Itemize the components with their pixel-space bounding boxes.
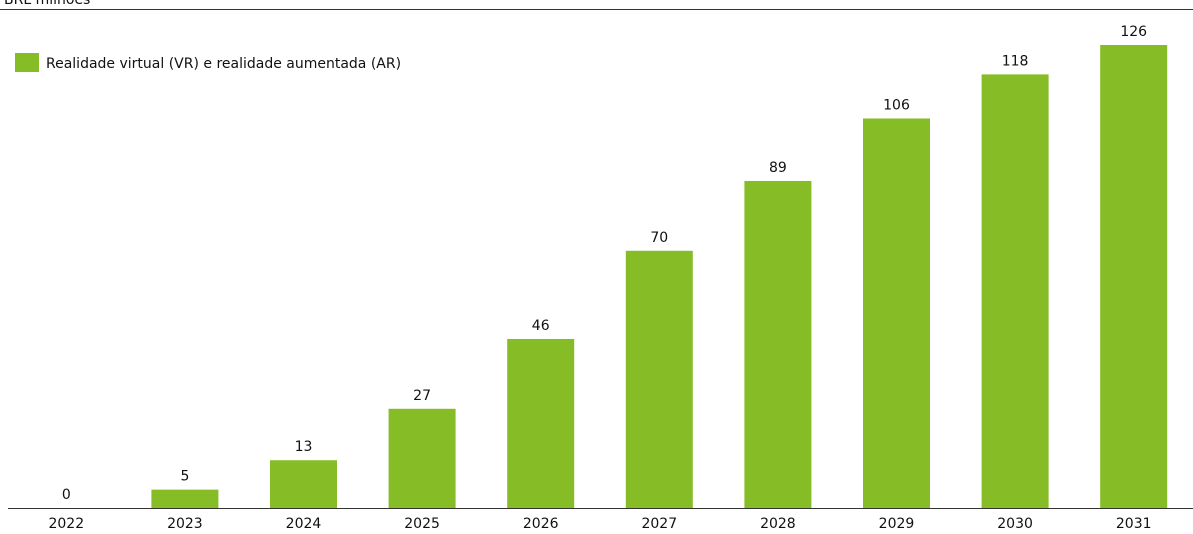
bar bbox=[270, 460, 337, 508]
x-tick-label: 2023 bbox=[167, 516, 203, 532]
bar bbox=[863, 118, 930, 508]
x-tick-label: 2022 bbox=[48, 516, 84, 532]
value-label: 89 bbox=[769, 160, 787, 176]
chart-subtitle: BRL milhões bbox=[4, 0, 90, 8]
x-tick-label: 2026 bbox=[523, 516, 559, 532]
value-label: 13 bbox=[295, 439, 313, 455]
x-tick-label: 2030 bbox=[997, 516, 1033, 532]
x-tick-label: 2027 bbox=[641, 516, 677, 532]
bar bbox=[625, 250, 693, 508]
value-label: 46 bbox=[532, 318, 550, 334]
value-label: 70 bbox=[650, 230, 668, 246]
bar bbox=[981, 74, 1049, 509]
value-label: 0 bbox=[62, 487, 71, 503]
bar bbox=[1100, 45, 1168, 508]
x-tick-label: 2031 bbox=[1116, 516, 1152, 532]
bar bbox=[507, 338, 575, 508]
value-label: 27 bbox=[413, 388, 431, 404]
value-label: 118 bbox=[1002, 53, 1029, 69]
x-tick-label: 2028 bbox=[760, 516, 796, 532]
value-label: 106 bbox=[883, 97, 910, 113]
bar bbox=[744, 180, 812, 508]
x-tick-label: 2025 bbox=[404, 516, 440, 532]
legend-swatch bbox=[15, 53, 39, 72]
bar bbox=[151, 489, 219, 508]
legend-label: Realidade virtual (VR) e realidade aumen… bbox=[46, 56, 401, 72]
bar bbox=[388, 408, 456, 508]
x-tick-label: 2029 bbox=[879, 516, 915, 532]
value-label: 126 bbox=[1120, 24, 1147, 40]
x-tick-label: 2024 bbox=[286, 516, 322, 532]
value-label: 5 bbox=[180, 469, 189, 485]
